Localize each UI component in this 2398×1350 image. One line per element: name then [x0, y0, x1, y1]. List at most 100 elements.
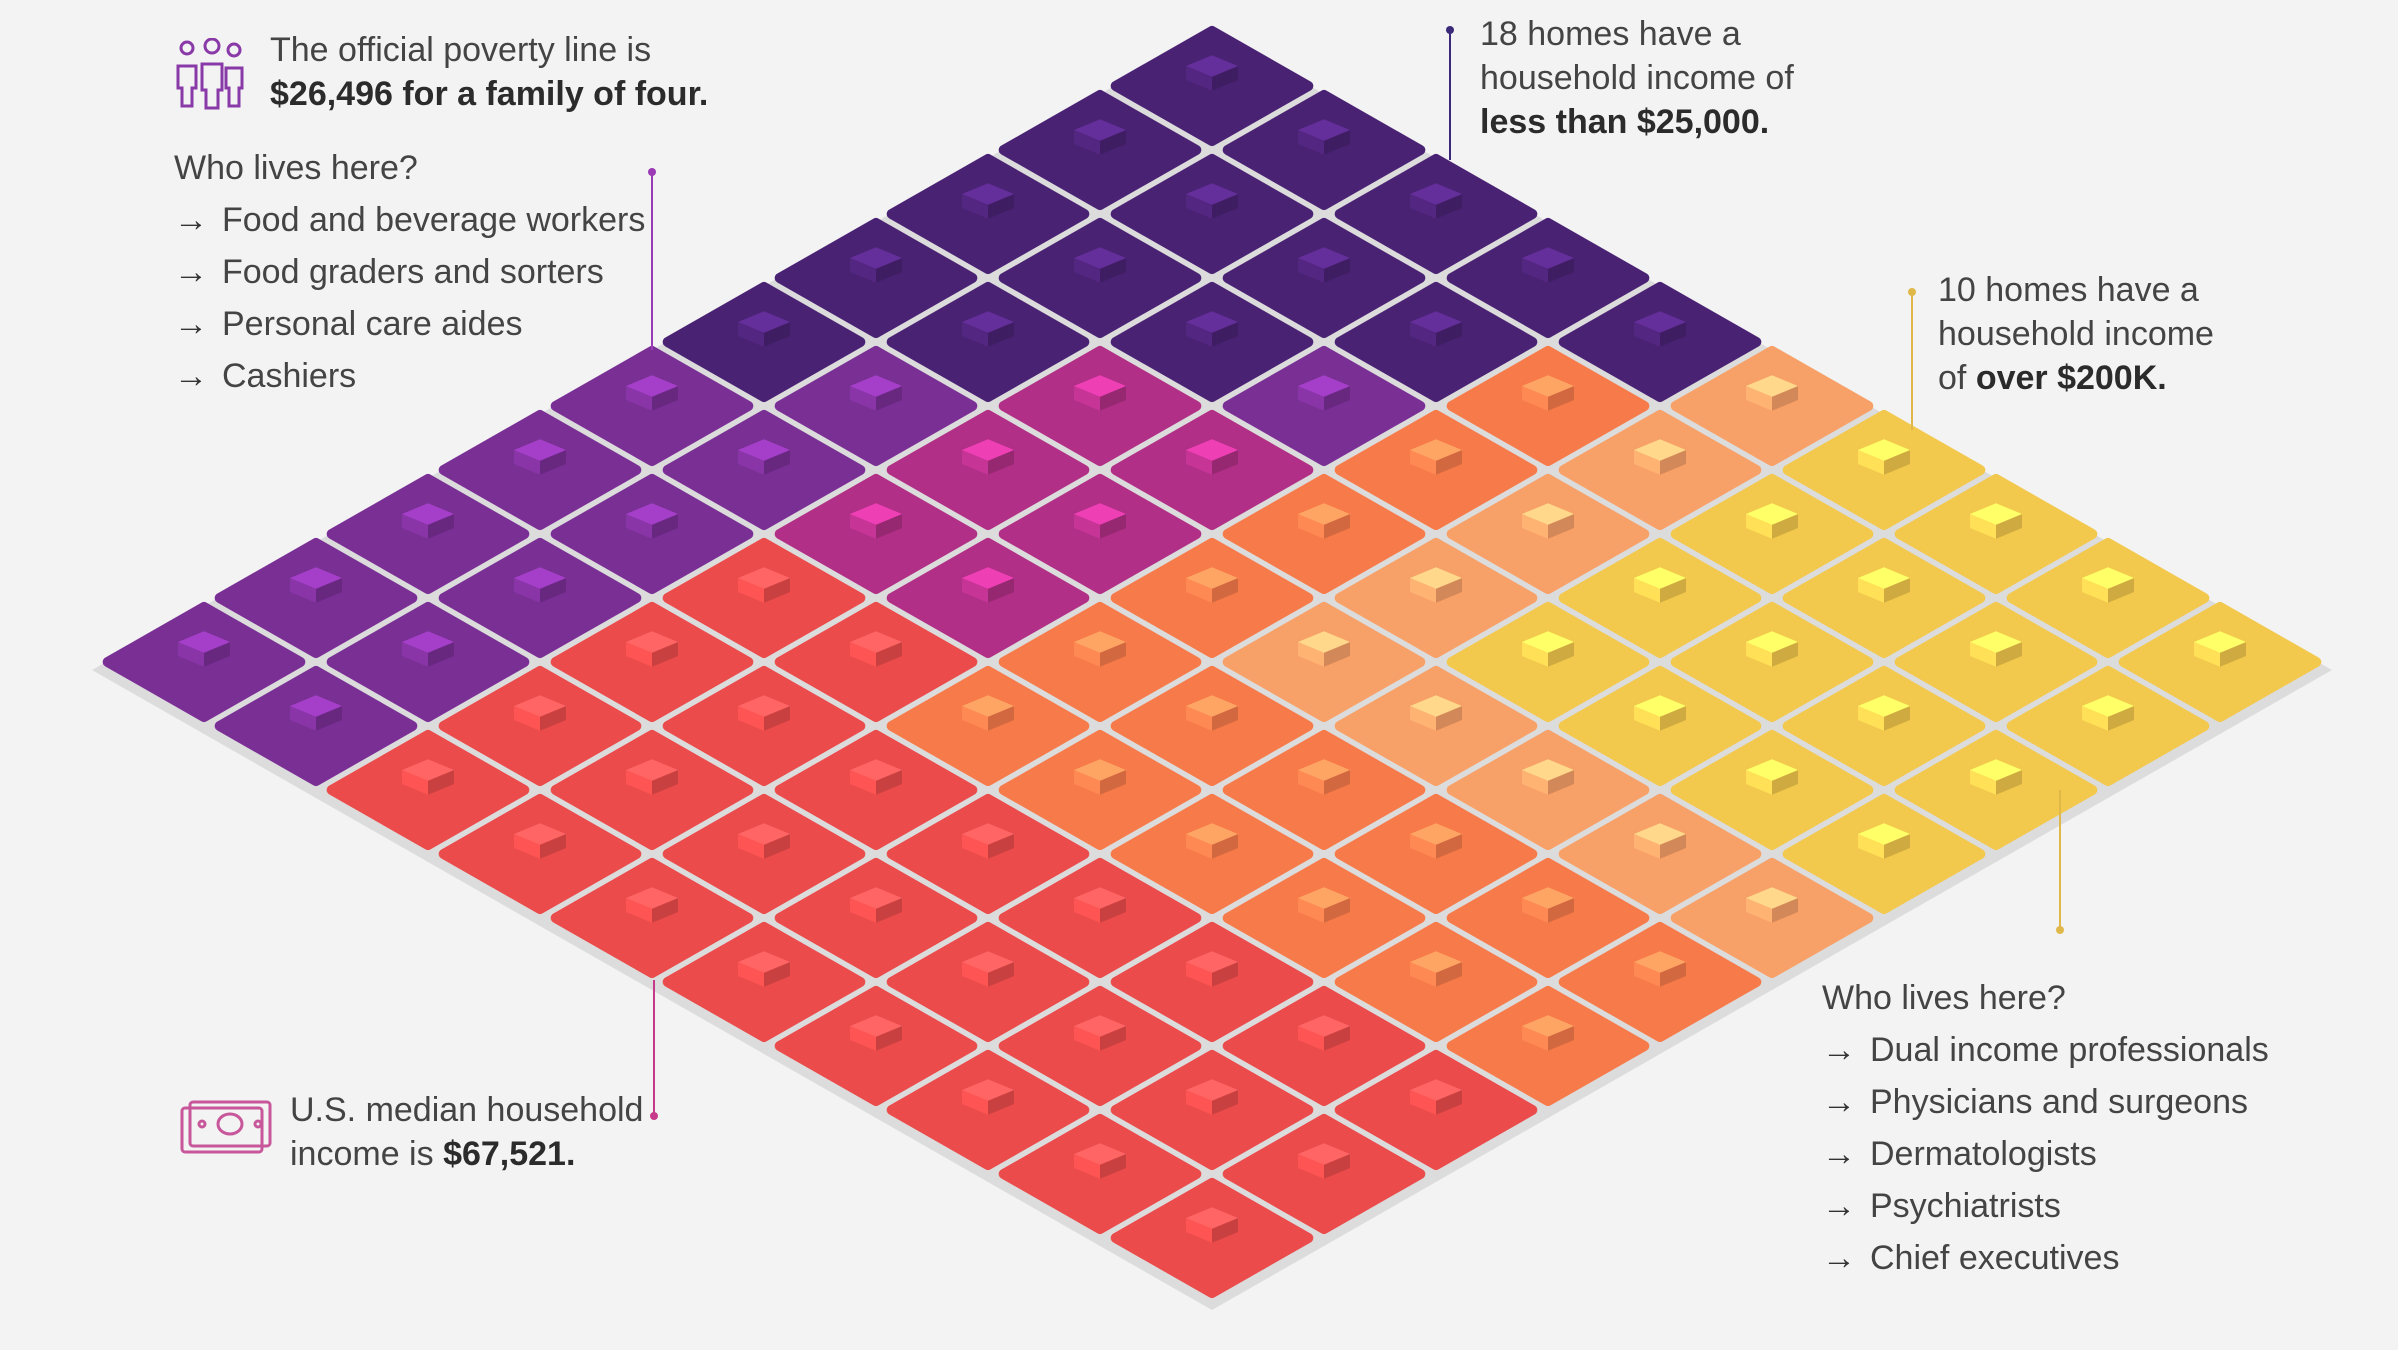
bottom-tier-note: 18 homes have a household income of less… — [1480, 12, 1794, 144]
home-tile — [2118, 601, 2322, 723]
home-tile — [1110, 25, 1314, 147]
home-tile — [326, 601, 530, 723]
list-item: → Chief executives — [1822, 1232, 2269, 1284]
home-tile — [1558, 665, 1762, 787]
low-income-list: → Food and beverage workers → Food graders … — [174, 194, 645, 402]
home-tile — [886, 409, 1090, 531]
home-tile — [774, 729, 978, 851]
home-tile — [998, 1113, 1202, 1235]
home-tile — [1558, 281, 1762, 403]
home-tile — [774, 345, 978, 467]
list-item: → Food and beverage workers — [174, 194, 645, 246]
list-item-label: Dermatologists — [1870, 1135, 2097, 1173]
arrow-icon: → — [174, 201, 208, 239]
list-item-label: Chief executives — [1870, 1239, 2120, 1277]
home-tile — [1222, 985, 1426, 1107]
home-tile — [550, 473, 754, 595]
home-tile — [1334, 665, 1538, 787]
high-income-list: → Dual income professionals → Physicians an… — [1822, 1024, 2269, 1284]
home-tile — [1334, 1049, 1538, 1171]
home-tile — [1558, 409, 1762, 531]
home-tile — [1670, 857, 1874, 979]
low-income-heading: Who lives here? — [174, 149, 418, 187]
home-tile — [998, 857, 1202, 979]
home-tile — [326, 473, 530, 595]
home-tile — [998, 601, 1202, 723]
home-tile — [1782, 409, 1986, 531]
home-tile — [1334, 281, 1538, 403]
home-tile — [998, 345, 1202, 467]
high-income-heading: Who lives here? — [1822, 979, 2066, 1017]
home-tile — [1110, 281, 1314, 403]
cash-icon — [180, 1098, 272, 1160]
home-tile — [1110, 921, 1314, 1043]
home-tile — [1446, 985, 1650, 1107]
home-tile — [1334, 153, 1538, 275]
home-tile — [214, 665, 418, 787]
home-tile — [1334, 793, 1538, 915]
median-line1: U.S. median household — [290, 1091, 644, 1129]
home-tile — [1446, 729, 1650, 851]
list-item: → Cashiers — [174, 350, 645, 402]
top-tier-line3-prefix: of — [1938, 359, 1976, 397]
arrow-icon: → — [174, 305, 208, 343]
home-tile — [998, 985, 1202, 1107]
home-tile — [1446, 345, 1650, 467]
list-item-label: Dual income professionals — [1870, 1031, 2269, 1069]
list-item: → Dermatologists — [1822, 1128, 2269, 1180]
home-tile — [1110, 793, 1314, 915]
home-tile — [1222, 857, 1426, 979]
home-tile — [886, 537, 1090, 659]
home-tile — [1670, 601, 1874, 723]
home-tile — [662, 793, 866, 915]
high-income-occupations: Who lives here? → Dual income professiona… — [1822, 972, 2269, 1284]
home-tile — [1222, 1113, 1426, 1235]
home-tile — [886, 153, 1090, 275]
home-tile — [1110, 1177, 1314, 1299]
home-tile — [886, 281, 1090, 403]
poverty-line-value: $26,496 for a family of four. — [270, 75, 709, 113]
home-tile — [998, 473, 1202, 595]
home-tile — [2006, 537, 2210, 659]
list-item-label: Personal care aides — [222, 305, 523, 343]
home-tile — [1222, 345, 1426, 467]
home-tile — [998, 729, 1202, 851]
low-income-leader — [648, 168, 656, 350]
home-tile — [662, 921, 866, 1043]
low-income-occupations: Who lives here? → Food and beverage worke… — [174, 142, 645, 402]
top-tier-line1: 10 homes have a — [1938, 271, 2199, 309]
home-tile — [774, 217, 978, 339]
home-tile — [1222, 473, 1426, 595]
home-tile — [438, 537, 642, 659]
home-tile — [1446, 217, 1650, 339]
home-tile — [886, 665, 1090, 787]
arrow-icon: → — [1822, 1187, 1856, 1225]
home-tile — [550, 729, 754, 851]
home-tile — [1446, 601, 1650, 723]
home-tile — [998, 217, 1202, 339]
arrow-icon: → — [1822, 1083, 1856, 1121]
home-tile — [1894, 601, 2098, 723]
home-tile — [1558, 921, 1762, 1043]
list-item-label: Cashiers — [222, 357, 357, 395]
high-income-leader — [2056, 790, 2064, 934]
top-tier-note: 10 homes have a household income of over… — [1938, 268, 2214, 400]
home-tile — [1334, 921, 1538, 1043]
poverty-line-note: The official poverty line is $26,496 for… — [270, 28, 708, 116]
home-tile — [1894, 473, 2098, 595]
arrow-icon: → — [174, 357, 208, 395]
arrow-icon: → — [1822, 1239, 1856, 1277]
bottom-tier-line2: household income of — [1480, 59, 1794, 97]
top-tier-leader — [1908, 288, 1916, 430]
list-item-label: Food graders and sorters — [222, 253, 604, 291]
home-tile — [1670, 345, 1874, 467]
home-tile — [214, 537, 418, 659]
median-value: $67,521. — [443, 1135, 576, 1173]
home-tile — [774, 601, 978, 723]
home-tile — [326, 729, 530, 851]
bottom-tier-line1: 18 homes have a — [1480, 15, 1741, 53]
home-tile — [1110, 153, 1314, 275]
home-tile — [438, 793, 642, 915]
list-item: → Psychiatrists — [1822, 1180, 2269, 1232]
